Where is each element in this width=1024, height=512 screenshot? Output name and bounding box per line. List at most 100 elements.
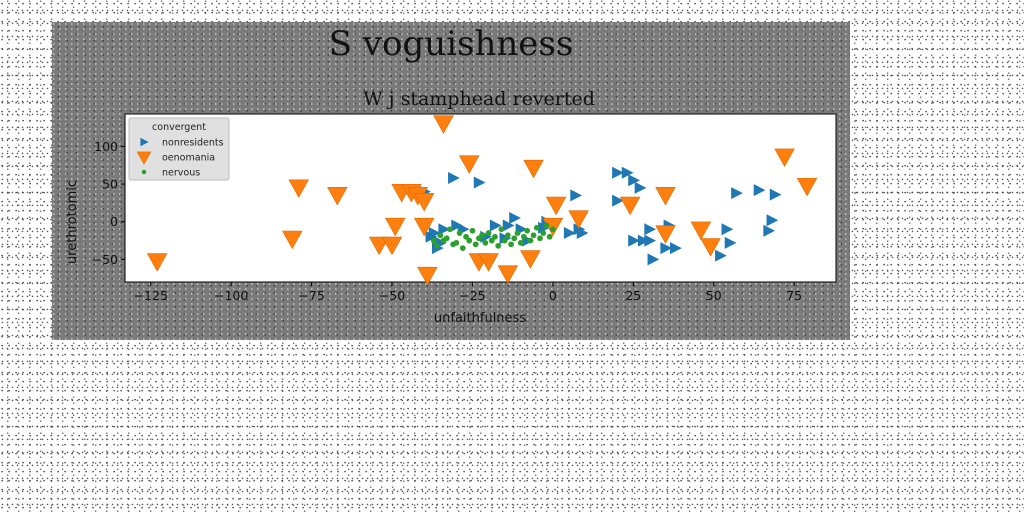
legend-title: convergent	[152, 122, 206, 133]
data-point-nonresidents	[628, 234, 640, 247]
legend-marker-oenomania	[136, 151, 152, 165]
data-point-oenomania	[413, 217, 435, 237]
data-point-nonresidents	[563, 227, 576, 240]
data-point-oenomania	[568, 210, 589, 229]
data-point-oenomania	[381, 236, 403, 256]
data-point-nonresidents	[509, 211, 521, 224]
legend-label-oenomania: oenomania	[162, 153, 215, 164]
data-point-oenomania	[690, 221, 712, 241]
data-point-nervous	[530, 232, 537, 239]
data-point-nonresidents	[570, 189, 583, 202]
data-point-oenomania	[619, 196, 641, 216]
data-point-nervous	[550, 226, 556, 233]
data-point-nonresidents	[769, 188, 782, 201]
y-tick-label: −50	[92, 252, 118, 267]
data-point-nervous	[453, 239, 460, 246]
data-point-nonresidents	[721, 223, 734, 236]
x-axis: −125 −100 −75 −50 −25 0 25 50 75	[134, 282, 802, 303]
data-point-nonresidents	[715, 249, 727, 262]
figure: S voguishness W j stamphead reverted −12…	[52, 22, 850, 340]
data-point-nervous	[511, 235, 518, 242]
x-axis-label: unfaithfulness	[434, 311, 526, 326]
data-point-nervous	[443, 235, 450, 242]
data-point-nervous	[537, 235, 543, 242]
data-point-oenomania	[774, 148, 795, 168]
data-point-nonresidents	[670, 242, 682, 255]
data-point-oenomania	[288, 179, 309, 198]
data-point-nervous	[466, 237, 473, 244]
data-point-nervous	[434, 242, 440, 249]
data-point-nervous	[504, 232, 511, 239]
scatter-chart: S voguishness W j stamphead reverted −12…	[65, 24, 837, 326]
data-point-nonresidents	[576, 227, 589, 240]
data-point-nonresidents	[644, 234, 657, 247]
data-point-oenomania	[384, 217, 406, 237]
data-point-nervous	[540, 230, 547, 236]
chart-suptitle: S voguishness	[329, 24, 574, 64]
legend-box	[128, 117, 230, 181]
data-point-nonresidents	[763, 224, 776, 237]
y-tick-label: 100	[94, 139, 118, 154]
data-point-nonresidents	[612, 166, 624, 179]
data-point-nervous	[498, 226, 505, 233]
data-point-nonresidents	[637, 234, 650, 247]
legend-label-nonresidents: nonresidents	[162, 138, 224, 149]
data-point-nonresidents	[731, 187, 743, 200]
data-point-nervous	[543, 222, 550, 229]
x-tick-label: −50	[379, 288, 405, 303]
x-tick-label: −100	[214, 288, 248, 303]
x-tick-label: −75	[298, 288, 324, 303]
data-point-nonresidents	[538, 221, 550, 234]
data-point-nonresidents	[438, 223, 451, 236]
data-point-nervous	[437, 232, 444, 239]
data-point-nervous	[492, 233, 498, 240]
data-point-nervous	[469, 227, 476, 234]
data-point-nonresidents	[766, 214, 779, 227]
data-point-oenomania	[282, 230, 303, 250]
data-point-nonresidents	[451, 219, 463, 232]
x-tick-label: 50	[706, 288, 722, 303]
x-tick-label: −25	[459, 288, 485, 303]
data-point-oenomania	[433, 115, 454, 134]
data-point-nonresidents	[647, 253, 660, 266]
data-point-oenomania	[368, 236, 390, 256]
data-point-nonresidents	[644, 223, 657, 236]
legend-marker-nervous	[141, 169, 147, 175]
data-point-nonresidents	[634, 181, 647, 194]
data-point-nonresidents	[473, 176, 486, 189]
x-tick-label: 25	[625, 288, 641, 303]
data-point-oenomania	[520, 250, 541, 269]
data-point-nervous	[430, 237, 437, 244]
data-point-oenomania	[796, 177, 818, 197]
data-point-oenomania	[655, 186, 676, 206]
data-point-nervous	[521, 233, 527, 240]
data-point-oenomania	[497, 265, 519, 284]
data-point-nervous	[508, 241, 514, 248]
data-point-nervous	[517, 239, 524, 246]
chart-title: W j stamphead reverted	[363, 88, 595, 110]
data-point-nervous	[524, 227, 531, 234]
data-point-nervous	[459, 245, 466, 251]
legend-items: nonresidents oenomania nervous	[136, 138, 224, 179]
data-point-oenomania	[413, 193, 435, 212]
data-point-oenomania	[458, 155, 480, 174]
data-point-nervous	[501, 237, 508, 244]
y-axis-label: urethrotomic	[65, 180, 80, 264]
x-tick-label: 0	[549, 288, 557, 303]
data-point-nervous	[472, 241, 479, 248]
data-point-nervous	[456, 230, 463, 236]
legend-label-nervous: nervous	[162, 168, 200, 179]
legend: convergent nonresidents oenomania nervous	[128, 117, 230, 181]
data-point-oenomania	[523, 159, 544, 179]
data-point-nonresidents	[621, 166, 634, 179]
data-point-nonresidents	[724, 236, 737, 249]
data-point-nonresidents	[660, 242, 673, 255]
data-point-nervous	[447, 226, 453, 233]
data-point-oenomania	[327, 186, 348, 206]
data-point-nervous	[546, 233, 553, 240]
data-point-oenomania	[417, 266, 438, 286]
data-point-nonresidents	[428, 227, 441, 240]
y-tick-label: 0	[110, 214, 118, 229]
data-point-oenomania	[146, 253, 168, 272]
data-point-nonresidents	[628, 174, 640, 187]
